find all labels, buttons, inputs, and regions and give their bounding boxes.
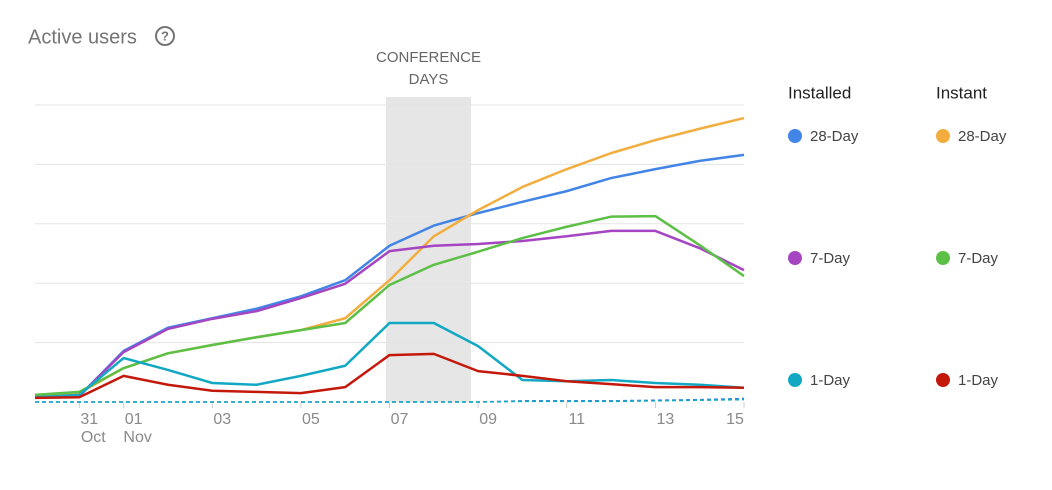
help-icon[interactable]: ? — [155, 26, 175, 46]
legend-marker — [936, 251, 950, 265]
x-tick-label: 31 — [80, 411, 98, 428]
annotation-label: CONFERENCE — [376, 49, 481, 66]
svg-text:?: ? — [161, 28, 169, 43]
x-tick-sublabel: Oct — [81, 429, 106, 446]
x-tick-label: 03 — [213, 411, 231, 428]
annotation-label: DAYS — [409, 71, 449, 88]
legend-label: 28-Day — [810, 128, 859, 145]
series-line — [34, 352, 745, 400]
legend-label: 1-Day — [958, 372, 999, 389]
legend-marker — [788, 251, 802, 265]
x-tick-label: 01 — [125, 411, 143, 428]
x-tick-label: 13 — [656, 411, 674, 428]
series-line — [34, 321, 745, 399]
legend-marker — [936, 373, 950, 387]
x-tick-label: 15 — [726, 411, 744, 428]
x-tick-label: 07 — [391, 411, 409, 428]
dashed-line — [35, 398, 745, 403]
legend-label: 1-Day — [810, 372, 851, 389]
legend-label: 7-Day — [958, 250, 999, 267]
chart-title: Active users — [28, 26, 137, 48]
legend-header: Instant — [936, 83, 987, 102]
x-tick-label: 05 — [302, 411, 320, 428]
x-tick-label: 11 — [568, 411, 585, 428]
x-tick-label: 09 — [479, 411, 497, 428]
legend-marker — [936, 129, 950, 143]
series-line — [34, 214, 745, 397]
legend-label: 28-Day — [958, 128, 1007, 145]
legend-marker — [788, 129, 802, 143]
legend-marker — [788, 373, 802, 387]
legend-label: 7-Day — [810, 250, 851, 267]
series-line — [34, 229, 745, 399]
legend-header: Installed — [788, 83, 851, 102]
x-tick-sublabel: Nov — [123, 429, 151, 446]
